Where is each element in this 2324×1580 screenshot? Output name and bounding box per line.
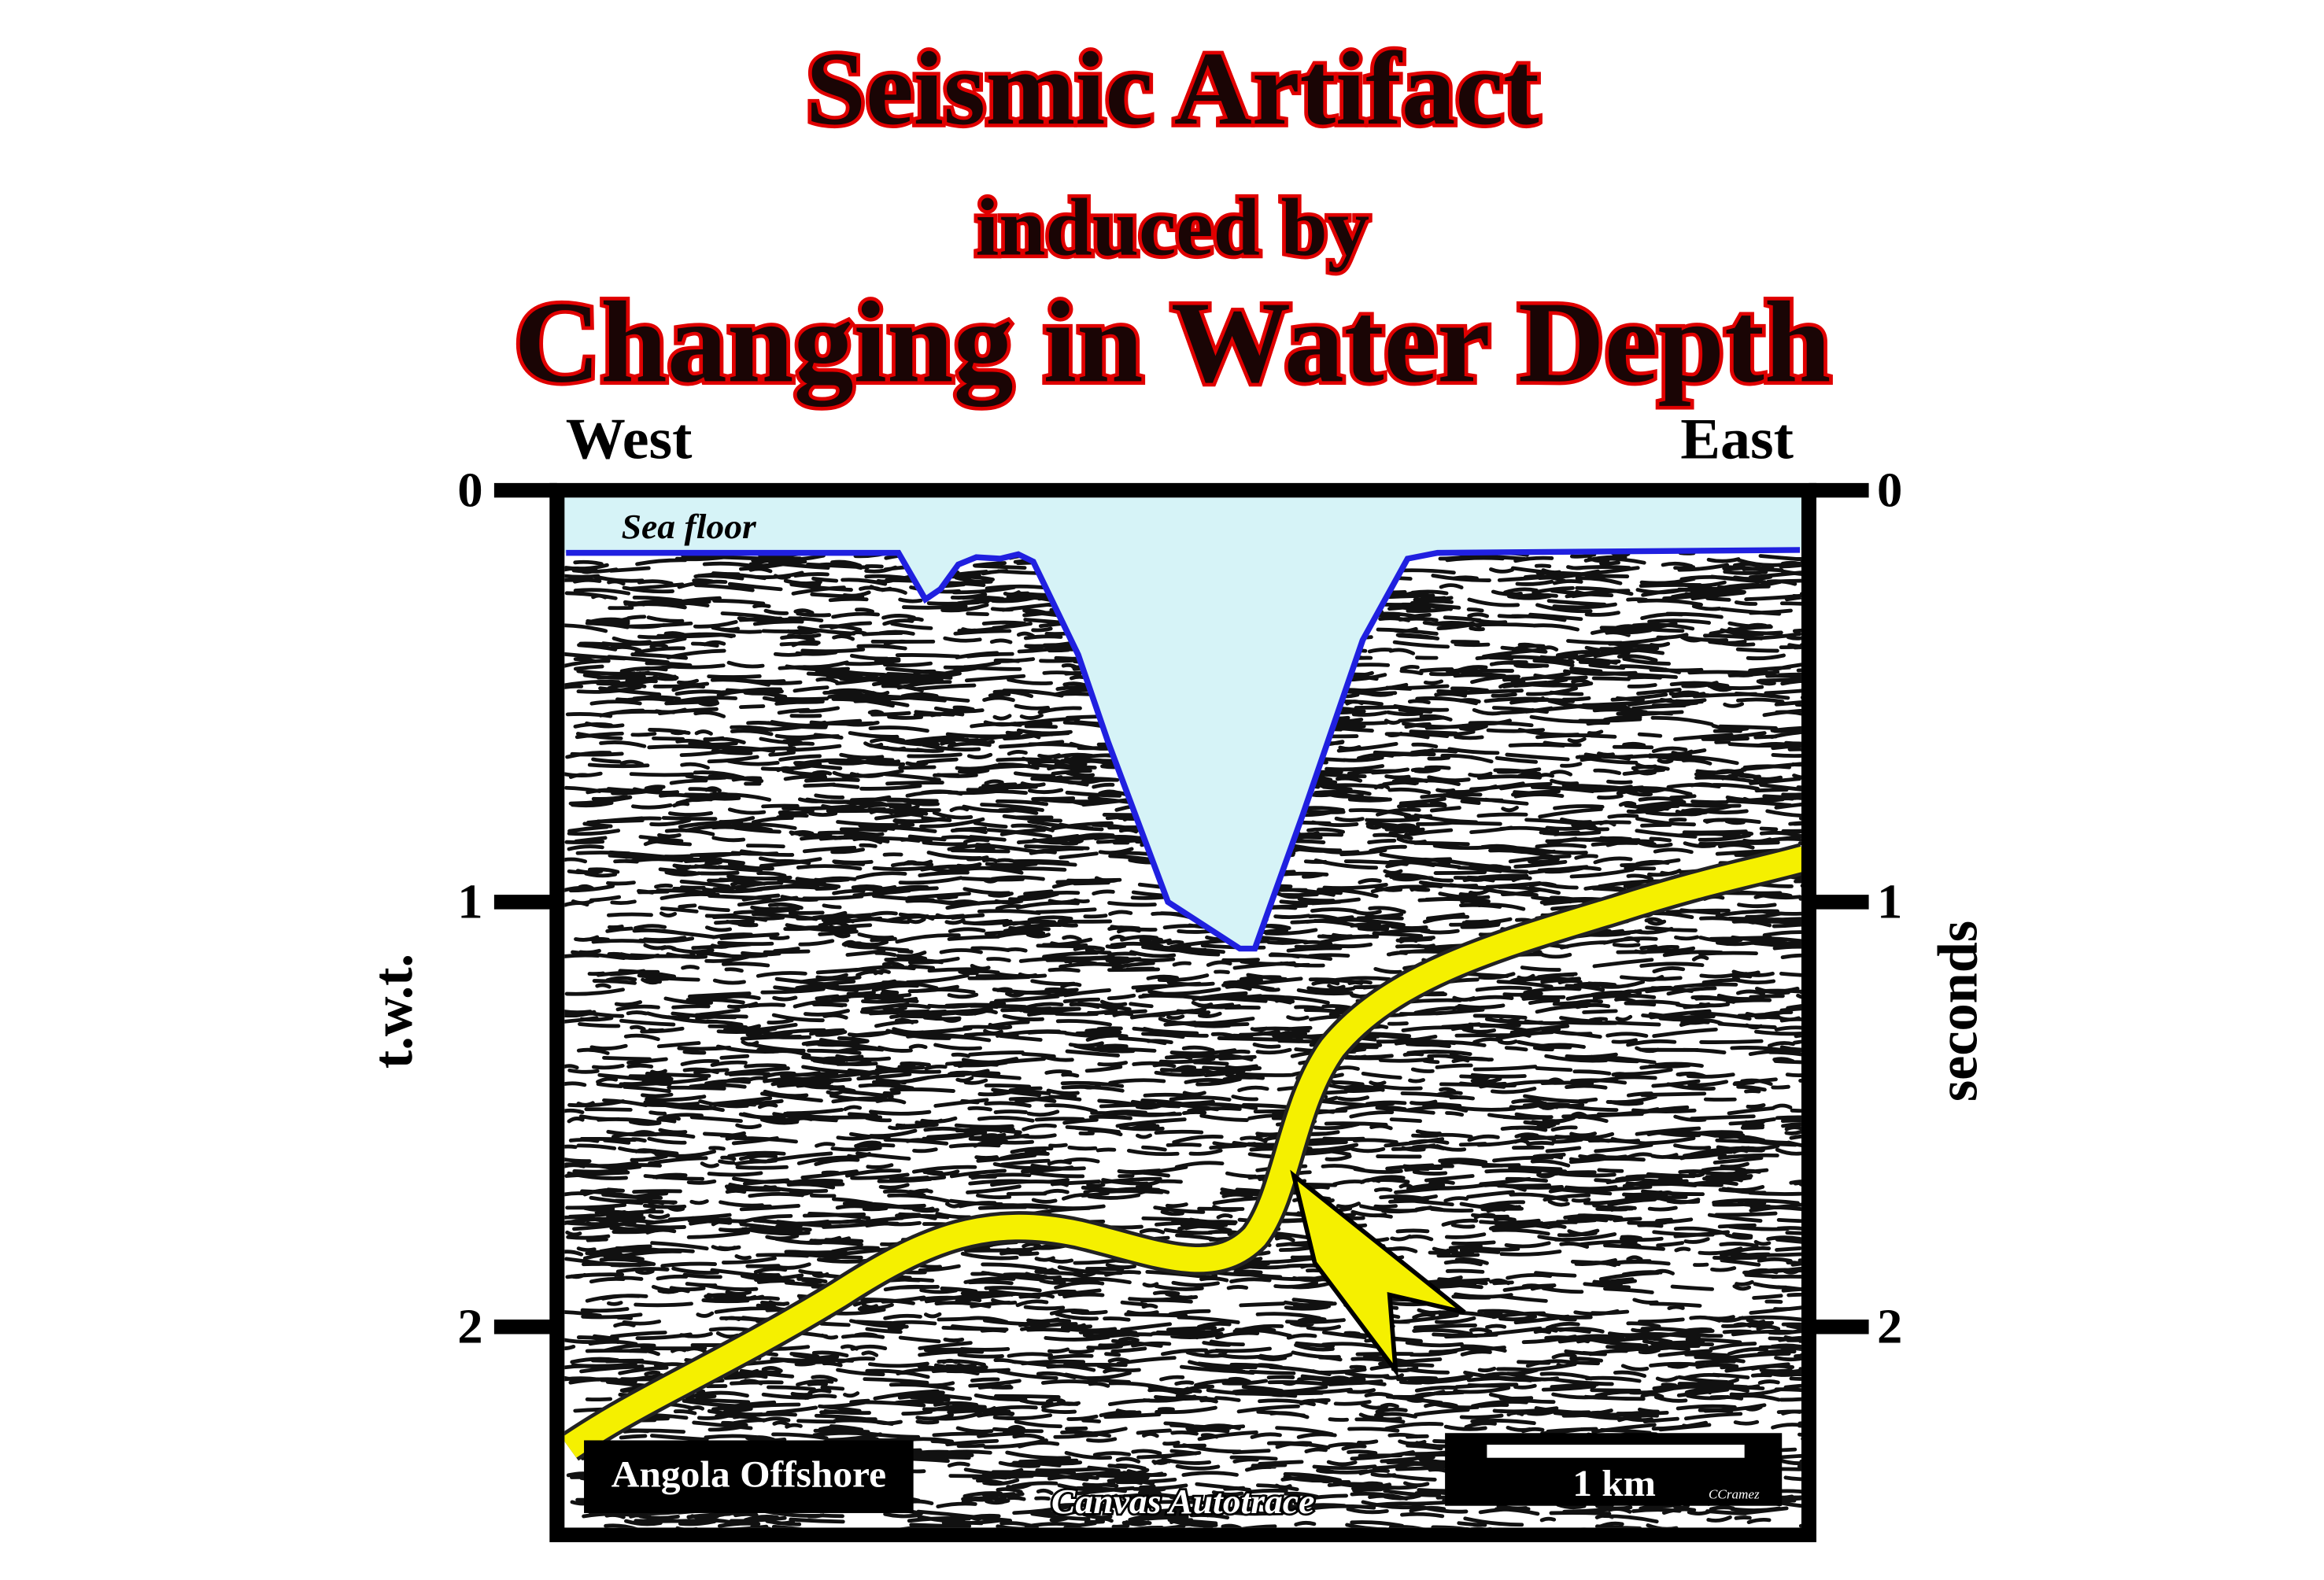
ticks bbox=[493, 482, 1869, 1335]
location-box bbox=[584, 1440, 914, 1513]
credit: Canvas Autotrace bbox=[1051, 1482, 1314, 1521]
location-label: Angola Offshore bbox=[611, 1453, 886, 1495]
scale-bar bbox=[1487, 1445, 1745, 1458]
east-label: East bbox=[1680, 407, 1794, 471]
water bbox=[564, 497, 1801, 949]
tick-label: 1 bbox=[457, 874, 482, 929]
subtitle: induced by bbox=[976, 182, 1369, 272]
right-axis-label: seconds bbox=[1927, 921, 1990, 1102]
arrow bbox=[1290, 1169, 1466, 1379]
title-2: Changing in Water Depth bbox=[514, 278, 1831, 407]
horizon bbox=[564, 846, 1801, 1458]
tick-label: 2 bbox=[1877, 1298, 1902, 1353]
frame bbox=[549, 482, 1816, 1542]
sea-floor-label: Sea floor bbox=[622, 508, 757, 546]
tick-label: 1 bbox=[1877, 874, 1902, 929]
tick-label: 2 bbox=[457, 1298, 482, 1353]
title: Seismic Artifact bbox=[806, 31, 1539, 147]
tick-label: 0 bbox=[1877, 462, 1902, 517]
tick-label: 0 bbox=[457, 462, 482, 517]
sea-floor-line bbox=[566, 547, 1801, 952]
left-axis-label: t.w.t. bbox=[361, 954, 424, 1069]
scale-label: 1 km bbox=[1572, 1462, 1656, 1504]
west-label: West bbox=[566, 407, 693, 471]
author: CCramez bbox=[1709, 1487, 1760, 1502]
